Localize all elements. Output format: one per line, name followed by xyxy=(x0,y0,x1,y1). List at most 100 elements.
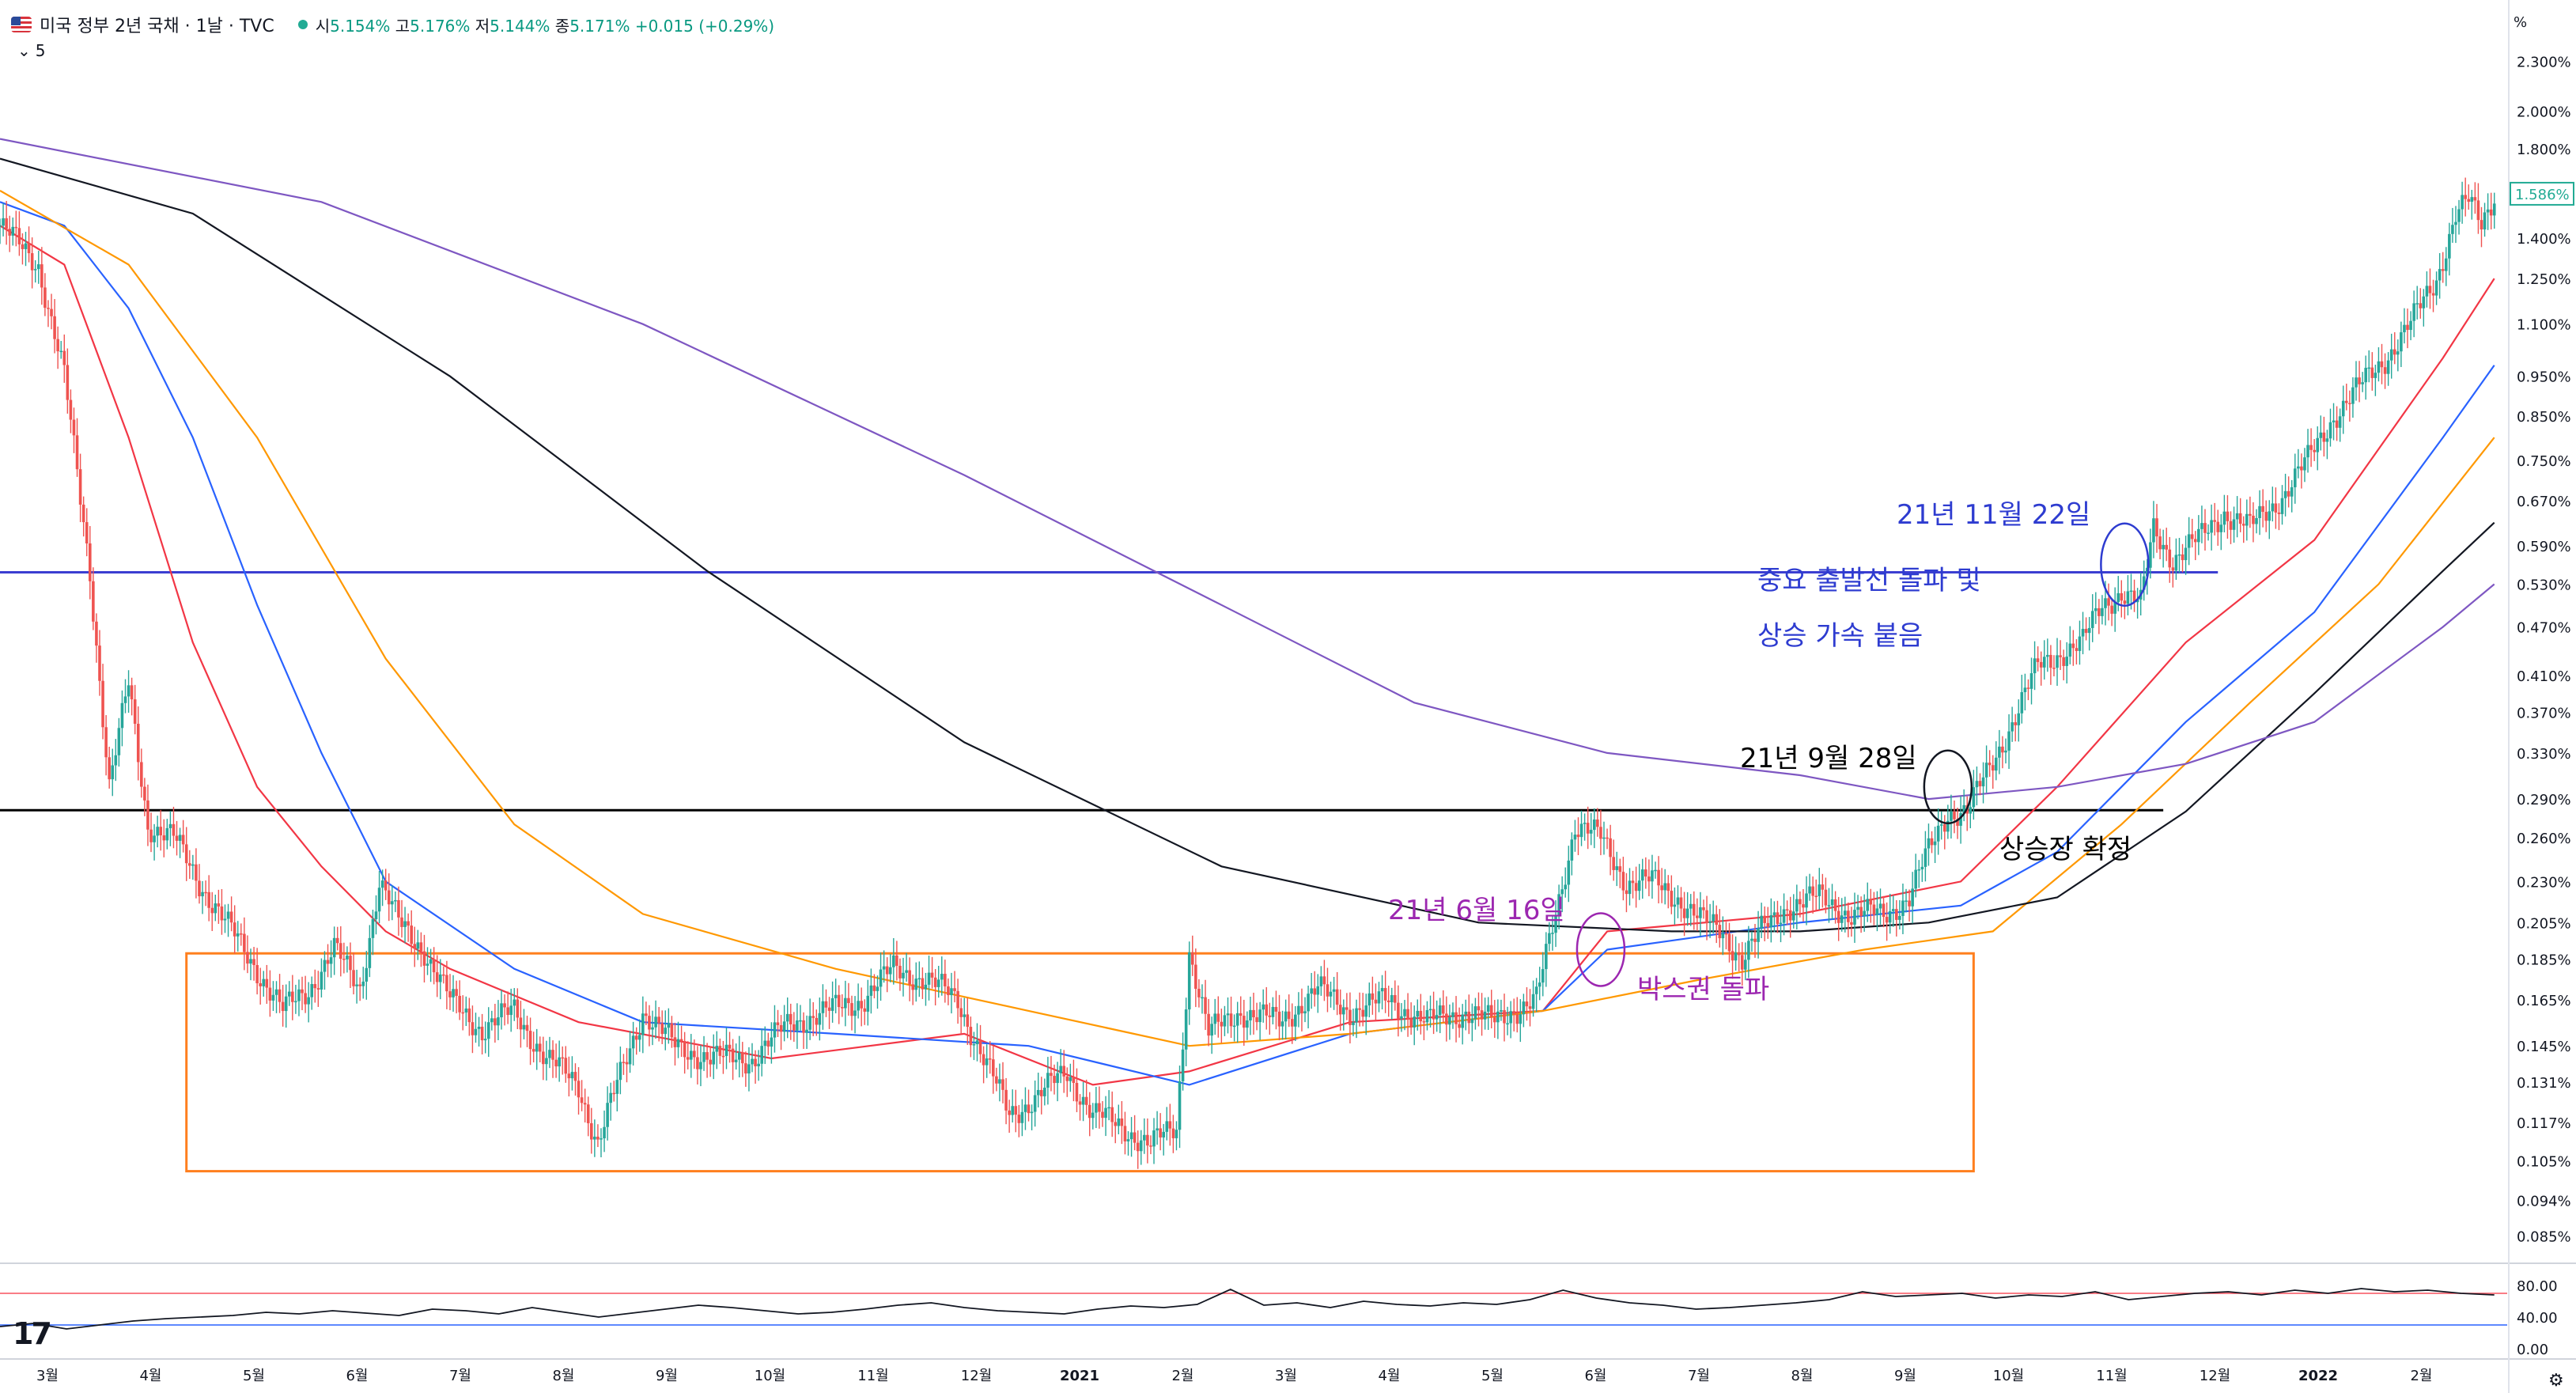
candle-body xyxy=(1294,1014,1297,1027)
candle-body xyxy=(654,1016,657,1028)
candle-body xyxy=(2207,532,2210,534)
candle-body xyxy=(1640,869,1644,881)
candle-body xyxy=(413,944,417,949)
candle-body xyxy=(2165,544,2169,550)
candle-body xyxy=(30,253,34,271)
highlight-circle[interactable] xyxy=(1923,749,1973,825)
candle-body xyxy=(995,1076,998,1084)
y-tick-label: 1.100% xyxy=(2517,317,2571,334)
x-tick-label: 4월 xyxy=(1378,1368,1400,1384)
candle-body xyxy=(866,995,870,1012)
candle-body xyxy=(1027,1104,1031,1114)
candle-body xyxy=(956,990,959,1009)
highlight-circle[interactable] xyxy=(2100,522,2150,607)
candle-body xyxy=(304,993,307,1005)
candle-body xyxy=(1380,988,1384,992)
candle-body xyxy=(1872,904,1876,915)
candle-body xyxy=(927,972,931,985)
candle-body xyxy=(2374,373,2377,378)
candle-body xyxy=(1033,1095,1037,1112)
candle-body xyxy=(2049,654,2052,668)
candle-body xyxy=(1341,1007,1345,1015)
candle-body xyxy=(474,1028,478,1035)
candle-body xyxy=(400,917,403,927)
x-tick-label: 8월 xyxy=(1791,1368,1813,1384)
candle-body xyxy=(1708,921,1712,923)
candle-body xyxy=(1110,1107,1114,1122)
candle-body xyxy=(2438,269,2442,281)
candle-body xyxy=(1255,1017,1258,1023)
candle-body xyxy=(1705,910,1708,923)
candle-body xyxy=(1133,1132,1137,1143)
candle-body xyxy=(2319,432,2323,438)
candle-body xyxy=(869,985,873,996)
candle-body xyxy=(763,1040,767,1047)
candle-body xyxy=(1840,915,1844,923)
candle-body xyxy=(1268,1015,1272,1017)
candle-body xyxy=(24,243,28,249)
candle-body xyxy=(1802,904,1805,908)
x-tick-label: 7월 xyxy=(1688,1368,1710,1384)
candle-body xyxy=(1473,1006,1477,1020)
candle-body xyxy=(1522,1001,1526,1015)
range-box[interactable] xyxy=(185,952,1975,1173)
candle-body xyxy=(1280,1021,1284,1027)
candle-body xyxy=(1548,933,1551,944)
candle-body xyxy=(776,1022,780,1025)
candle-body xyxy=(394,899,397,902)
candle-body xyxy=(1072,1077,1076,1083)
x-tick-label: 2022 xyxy=(2298,1368,2338,1384)
candle-body xyxy=(705,1052,709,1060)
candle-body xyxy=(2017,713,2021,725)
candle-body xyxy=(1850,922,1853,925)
settings-gear-icon[interactable]: ⚙ xyxy=(2548,1371,2564,1391)
candle-body xyxy=(1586,823,1590,834)
candle-body xyxy=(902,972,905,979)
candle-body xyxy=(2193,539,2197,543)
indicator-collapse-toggle[interactable]: ⌄ 5 xyxy=(17,41,46,60)
candle-body xyxy=(1262,1004,1265,1010)
candle-body xyxy=(2036,658,2040,662)
tradingview-logo-icon[interactable]: 17 xyxy=(13,1316,52,1351)
candle-body xyxy=(2486,209,2490,213)
candle-body xyxy=(535,1043,539,1052)
candle-body xyxy=(1377,991,1381,1004)
candle-body xyxy=(355,984,358,986)
candle-body xyxy=(320,971,323,990)
indicator-count: 5 xyxy=(35,41,46,60)
low-value: 5.144% xyxy=(490,16,550,36)
symbol-header: 미국 정부 2년 국채 · 1날 · TVC 시5.154% 고5.176% 저… xyxy=(11,11,774,38)
candle-body xyxy=(1419,1010,1423,1022)
candle-body xyxy=(130,685,134,700)
candle-body xyxy=(69,399,73,420)
highlight-circle[interactable] xyxy=(1575,912,1626,987)
candle-body xyxy=(2107,598,2110,606)
candle-body xyxy=(361,981,365,986)
candle-body xyxy=(1824,889,1828,906)
moving-average-line xyxy=(0,138,2495,801)
candle-body xyxy=(2325,438,2329,442)
candle-body xyxy=(2274,503,2278,513)
x-tick-label: 11월 xyxy=(2096,1368,2127,1384)
candle-body xyxy=(2042,657,2046,668)
candle-body xyxy=(1319,976,1323,986)
symbol-title[interactable]: 미국 정부 2년 국채 · 1날 · TVC xyxy=(40,17,274,36)
candle-body xyxy=(2400,332,2403,352)
candle-body xyxy=(1589,830,1593,834)
candle-body xyxy=(944,974,947,986)
candle-body xyxy=(751,1058,754,1065)
candle-body xyxy=(985,1058,989,1066)
candle-body xyxy=(548,1050,551,1058)
candle-body xyxy=(1969,807,1973,814)
y-tick-label: 0.165% xyxy=(2517,993,2571,1009)
candle-body xyxy=(483,1039,487,1041)
candle-body xyxy=(1592,819,1596,831)
candle-body xyxy=(1557,894,1560,917)
candle-body xyxy=(676,1039,680,1047)
moving-average-line xyxy=(0,190,2495,1047)
candle-body xyxy=(1149,1145,1152,1147)
candle-body xyxy=(760,1046,763,1064)
candle-body xyxy=(2361,382,2364,384)
candle-body xyxy=(486,1022,490,1039)
